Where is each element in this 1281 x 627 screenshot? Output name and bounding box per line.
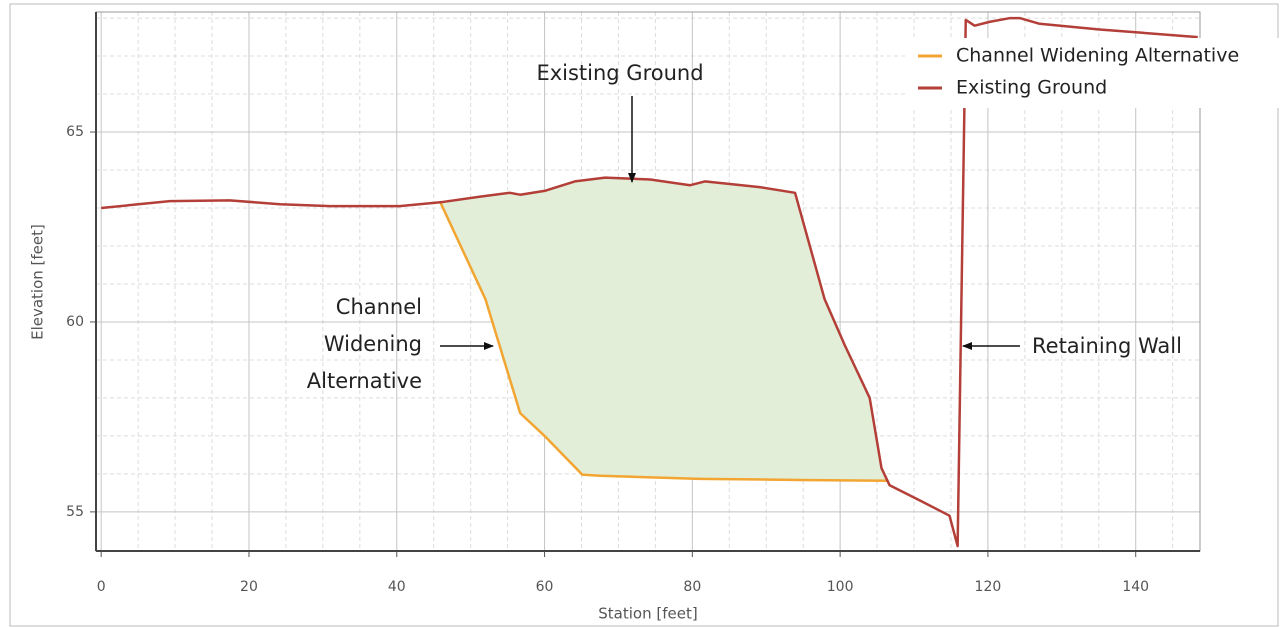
annotation: Widening [324,332,422,356]
x-tick-label: 100 [827,579,854,595]
legend-label: Channel Widening Alternative [956,45,1239,67]
y-tick-label: 60 [66,314,84,330]
y-tick-label: 55 [66,504,84,520]
chart: Station [feet] Elevation [feet] 0 20 40 60 8… [0,0,1281,627]
x-tick-label: 0 [97,579,106,595]
annotation: Existing Ground [536,61,703,85]
legend-label: Existing Ground [956,77,1107,99]
x-tick-label: 40 [388,579,406,595]
x-tick-label: 140 [1122,579,1149,595]
annotation: Retaining Wall [1032,334,1182,358]
x-tick-label: 60 [536,579,554,595]
annotation: Channel [336,295,422,319]
x-tick-label: 20 [240,579,258,595]
x-axis-label: Station [feet] [598,605,697,623]
legend: Channel Widening Alternative Existing Gro… [905,38,1281,108]
x-tick-label: 80 [683,579,701,595]
annotation: Alternative [307,369,422,393]
x-tick-label: 120 [975,579,1002,595]
y-axis-label: Elevation [feet] [29,224,47,340]
y-tick-label: 65 [66,124,84,140]
